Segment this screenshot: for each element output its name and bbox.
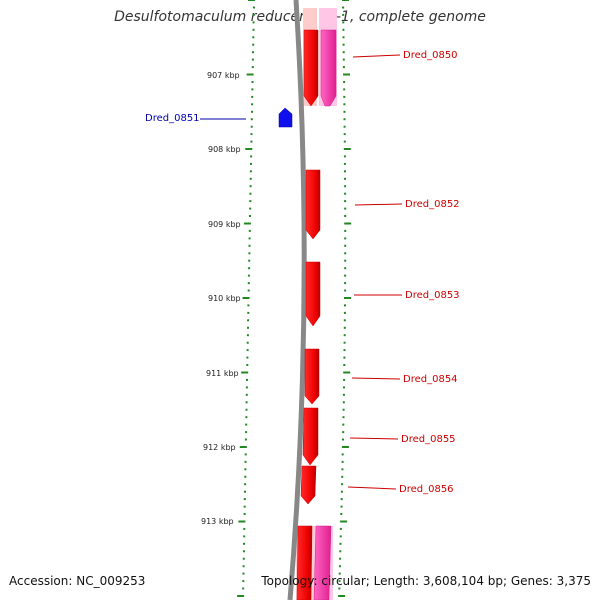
scale-label: 910 kbp xyxy=(208,294,241,303)
scale-label: 912 kbp xyxy=(203,443,236,452)
gene-label-dred-0853[interactable]: Dred_0853 xyxy=(405,290,460,301)
leader-line xyxy=(354,203,403,206)
topology-text: Topology: circular; Length: 3,608,104 bp… xyxy=(261,574,591,588)
genome-backbone xyxy=(287,0,307,600)
label-leaders xyxy=(200,54,403,490)
scale-ticks-outer xyxy=(338,0,352,597)
gene-arrow-dred-0855[interactable] xyxy=(302,407,319,466)
scale-label: 909 kbp xyxy=(208,220,241,229)
gene-arrow-dred-0852[interactable] xyxy=(305,169,321,240)
leader-line xyxy=(352,54,401,58)
gene-arrow-dred-0850[interactable] xyxy=(303,29,319,107)
gene-arrow-red-bottom[interactable] xyxy=(296,525,313,600)
scale-label: 907 kbp xyxy=(207,71,240,80)
gene-arrow-dred-0856[interactable] xyxy=(300,465,317,505)
pink-feature-arrow-bottom[interactable] xyxy=(313,525,332,600)
gene-arrow-dred-0854[interactable] xyxy=(304,348,320,405)
leader-line xyxy=(349,437,399,440)
genome-title: Desulfotomaculum reducens MI-1, complete… xyxy=(114,9,486,25)
gene-label-dred-0855[interactable]: Dred_0855 xyxy=(401,434,456,445)
scale-ticks-inner xyxy=(237,0,255,597)
gene-label-dred-0856[interactable]: Dred_0856 xyxy=(399,484,454,495)
scale-labels: 907 kbp 908 kbp 909 kbp 910 kbp 911 kbp … xyxy=(201,71,241,526)
gene-labels: Dred_0850 Dred_0851 Dred_0852 Dred_0853 … xyxy=(145,50,460,495)
gene-label-dred-0851[interactable]: Dred_0851 xyxy=(145,113,200,124)
leader-line xyxy=(347,486,397,490)
gene-label-dred-0852[interactable]: Dred_0852 xyxy=(405,199,460,210)
scale-label: 911 kbp xyxy=(206,369,239,378)
gene-label-dred-0854[interactable]: Dred_0854 xyxy=(403,374,458,385)
leader-line xyxy=(351,377,401,380)
gene-arrow-dred-0851[interactable] xyxy=(278,107,293,128)
accession-text: Accession: NC_009253 xyxy=(9,574,146,588)
scale-label: 908 kbp xyxy=(208,145,241,154)
gene-arrow-dred-0853[interactable] xyxy=(305,261,321,327)
gene-label-dred-0850[interactable]: Dred_0850 xyxy=(403,50,458,61)
scale-label: 913 kbp xyxy=(201,517,234,526)
pink-feature-arrow[interactable] xyxy=(320,29,337,107)
gene-features xyxy=(278,29,337,600)
